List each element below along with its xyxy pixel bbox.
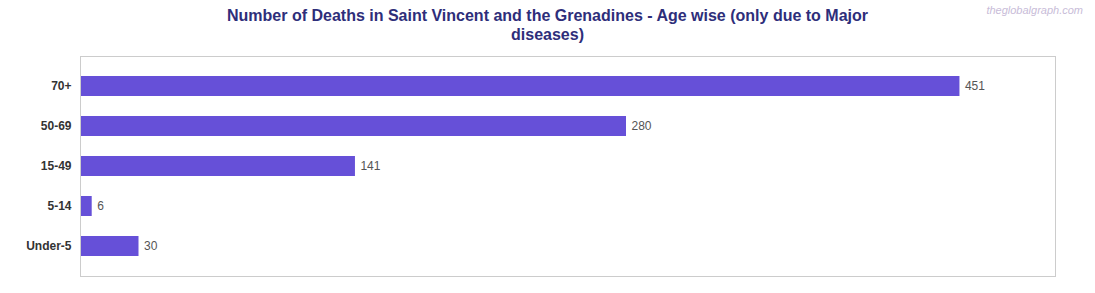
svg-text:6: 6 [97, 200, 104, 214]
svg-text:Under-5: Under-5 [26, 240, 72, 254]
svg-text:15-49: 15-49 [41, 160, 72, 174]
svg-text:30: 30 [144, 240, 158, 254]
svg-text:280: 280 [632, 120, 652, 134]
svg-text:5-14: 5-14 [47, 200, 71, 214]
svg-text:70+: 70+ [51, 80, 71, 94]
svg-text:50-69: 50-69 [41, 120, 72, 134]
html-text:Number of Deaths in Saint Vinc: Number of Deaths in Saint Vincent and th… [227, 7, 868, 44]
html-text:theglobalgraph.com: theglobalgraph.com [986, 4, 1083, 16]
svg-text:451: 451 [965, 80, 985, 94]
svg-text:141: 141 [360, 160, 380, 174]
